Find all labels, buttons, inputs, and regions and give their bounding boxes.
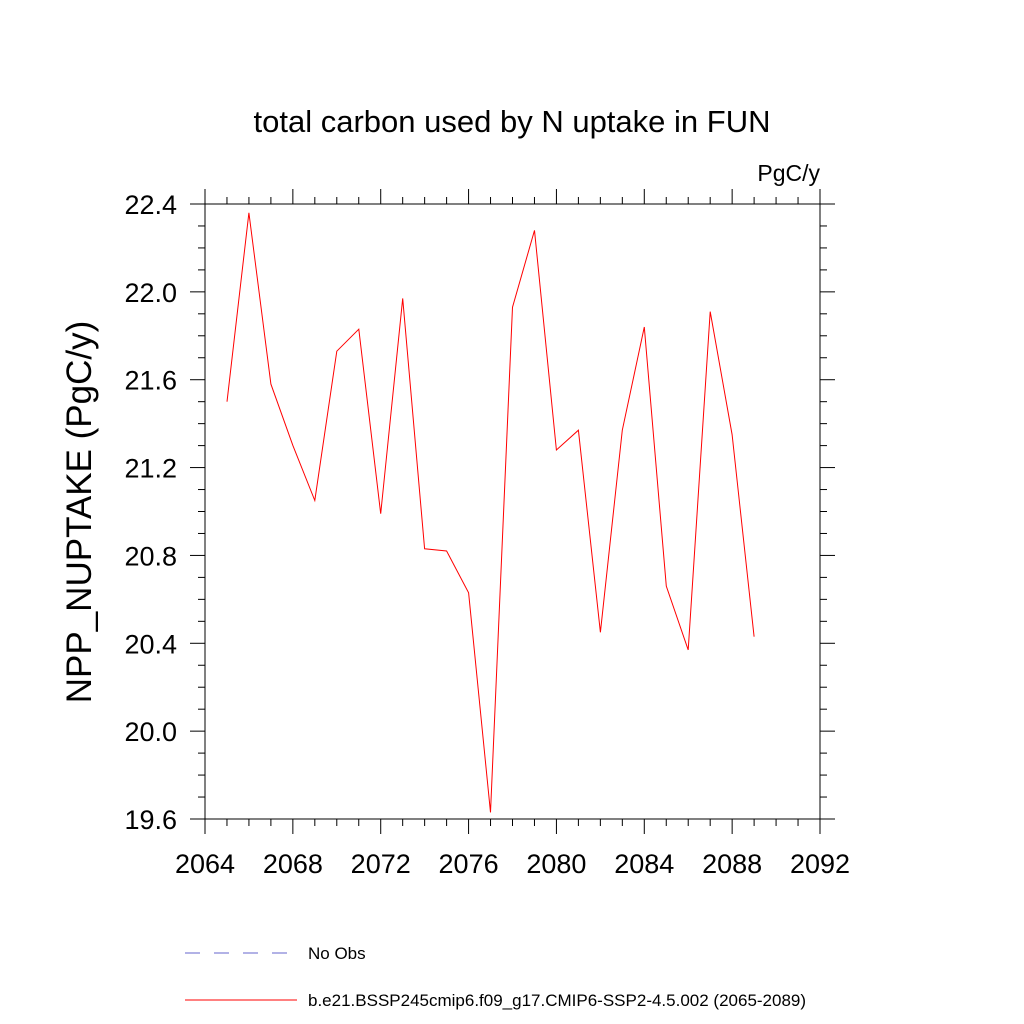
y-tick-label: 22.0 [124, 278, 177, 308]
y-tick-label: 21.2 [124, 454, 177, 484]
x-tick-label: 2084 [614, 849, 674, 879]
x-tick-label: 2064 [175, 849, 235, 879]
y-axis: 19.6 20.0 20.4 20.8 21.2 21.6 22.0 22.4 [124, 190, 835, 835]
plot-frame [204, 203, 821, 820]
y-axis-label: NPP_NUPTAKE (PgC/y) [60, 321, 99, 704]
chart-title: total carbon used by N uptake in FUN [254, 104, 771, 139]
legend-label-model: b.e21.BSSP245cmip6.f09_g17.CMIP6-SSP2-4.… [308, 991, 806, 1010]
y-tick-label: 19.6 [124, 805, 177, 835]
series-line [226, 212, 755, 813]
y-tick-label: 21.6 [124, 366, 177, 396]
units-label: PgC/y [757, 160, 820, 186]
y-tick-label: 22.4 [124, 190, 177, 220]
x-axis: 2064 2068 2072 2076 2080 2084 2088 2092 [175, 189, 850, 879]
legend: No Obs b.e21.BSSP245cmip6.f09_g17.CMIP6-… [185, 944, 806, 1010]
series-layer [226, 212, 755, 813]
y-tick-label: 20.4 [124, 629, 177, 659]
x-tick-label: 2072 [351, 849, 411, 879]
legend-label-no-obs: No Obs [308, 944, 366, 963]
x-tick-label: 2080 [526, 849, 586, 879]
x-tick-label: 2092 [790, 849, 850, 879]
y-tick-label: 20.8 [124, 541, 177, 571]
x-tick-label: 2076 [439, 849, 499, 879]
x-tick-label: 2068 [263, 849, 323, 879]
x-tick-label: 2088 [702, 849, 762, 879]
y-tick-label: 20.0 [124, 717, 177, 747]
